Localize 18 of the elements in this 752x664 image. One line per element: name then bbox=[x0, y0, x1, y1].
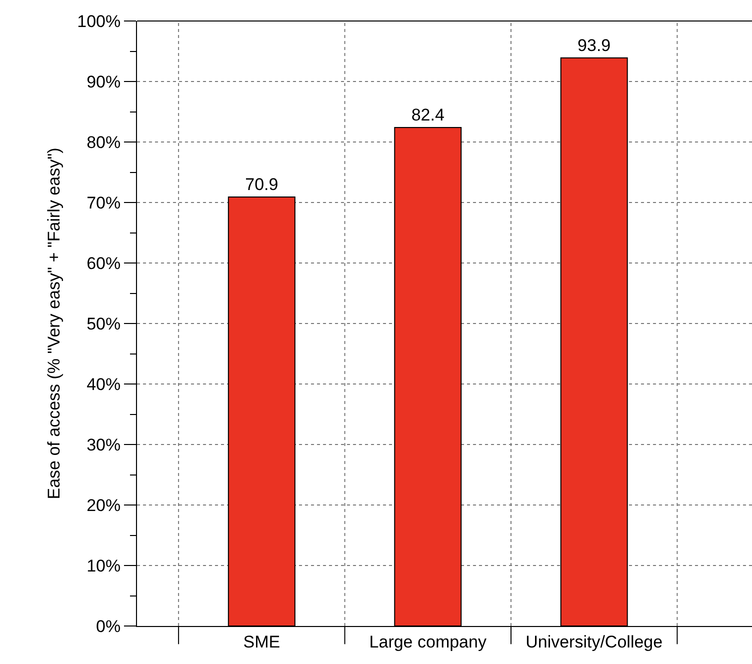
x-tick-label: Large company bbox=[369, 632, 487, 652]
y-axis-title: Ease of access (% "Very easy" + "Fairly easy") bbox=[44, 148, 64, 500]
y-tick-label: 100% bbox=[77, 12, 121, 31]
y-tick-label: 70% bbox=[86, 193, 121, 212]
x-tick-label: University/College bbox=[526, 632, 663, 652]
x-tick-label: SME bbox=[243, 632, 280, 652]
y-tick-label: 0% bbox=[96, 616, 121, 636]
y-tick-label: 10% bbox=[86, 556, 121, 576]
data-label: 70.9 bbox=[245, 175, 278, 194]
y-tick-label: 80% bbox=[86, 132, 121, 152]
y-tick-label: 60% bbox=[86, 254, 121, 273]
y-tick-label: 40% bbox=[86, 374, 121, 394]
data-label: 82.4 bbox=[411, 105, 444, 124]
y-tick-label: 30% bbox=[86, 435, 121, 454]
y-tick-label: 90% bbox=[86, 72, 121, 92]
y-tick-label: 50% bbox=[86, 314, 121, 334]
data-label: 93.9 bbox=[578, 36, 611, 55]
y-tick-label: 20% bbox=[86, 496, 121, 515]
